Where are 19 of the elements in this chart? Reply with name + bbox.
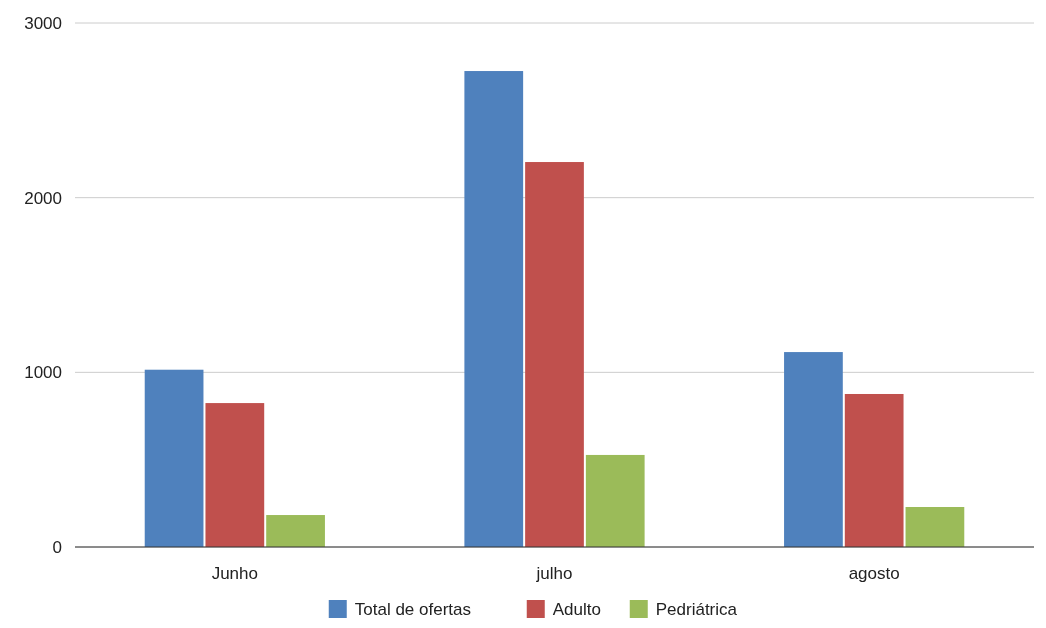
bar [844, 393, 904, 547]
bar [585, 454, 645, 547]
bar [205, 403, 265, 547]
y-tick-label: 2000 [24, 188, 62, 208]
x-tick-label: Junho [211, 564, 258, 583]
x-tick-label: agosto [848, 564, 900, 583]
x-tick-label: julho [535, 564, 573, 583]
bar [525, 162, 584, 547]
legend-label: Total de ofertas [354, 599, 471, 619]
legend-label: Adulto [552, 599, 601, 619]
bar [464, 71, 524, 547]
y-tick-label: 0 [52, 537, 62, 557]
bar [266, 515, 325, 547]
bar [144, 369, 204, 547]
bar [784, 352, 843, 547]
bar [905, 507, 965, 547]
legend-label: Pedriátrica [655, 599, 738, 619]
y-tick-label: 3000 [24, 13, 62, 33]
y-tick-label: 1000 [24, 363, 62, 383]
